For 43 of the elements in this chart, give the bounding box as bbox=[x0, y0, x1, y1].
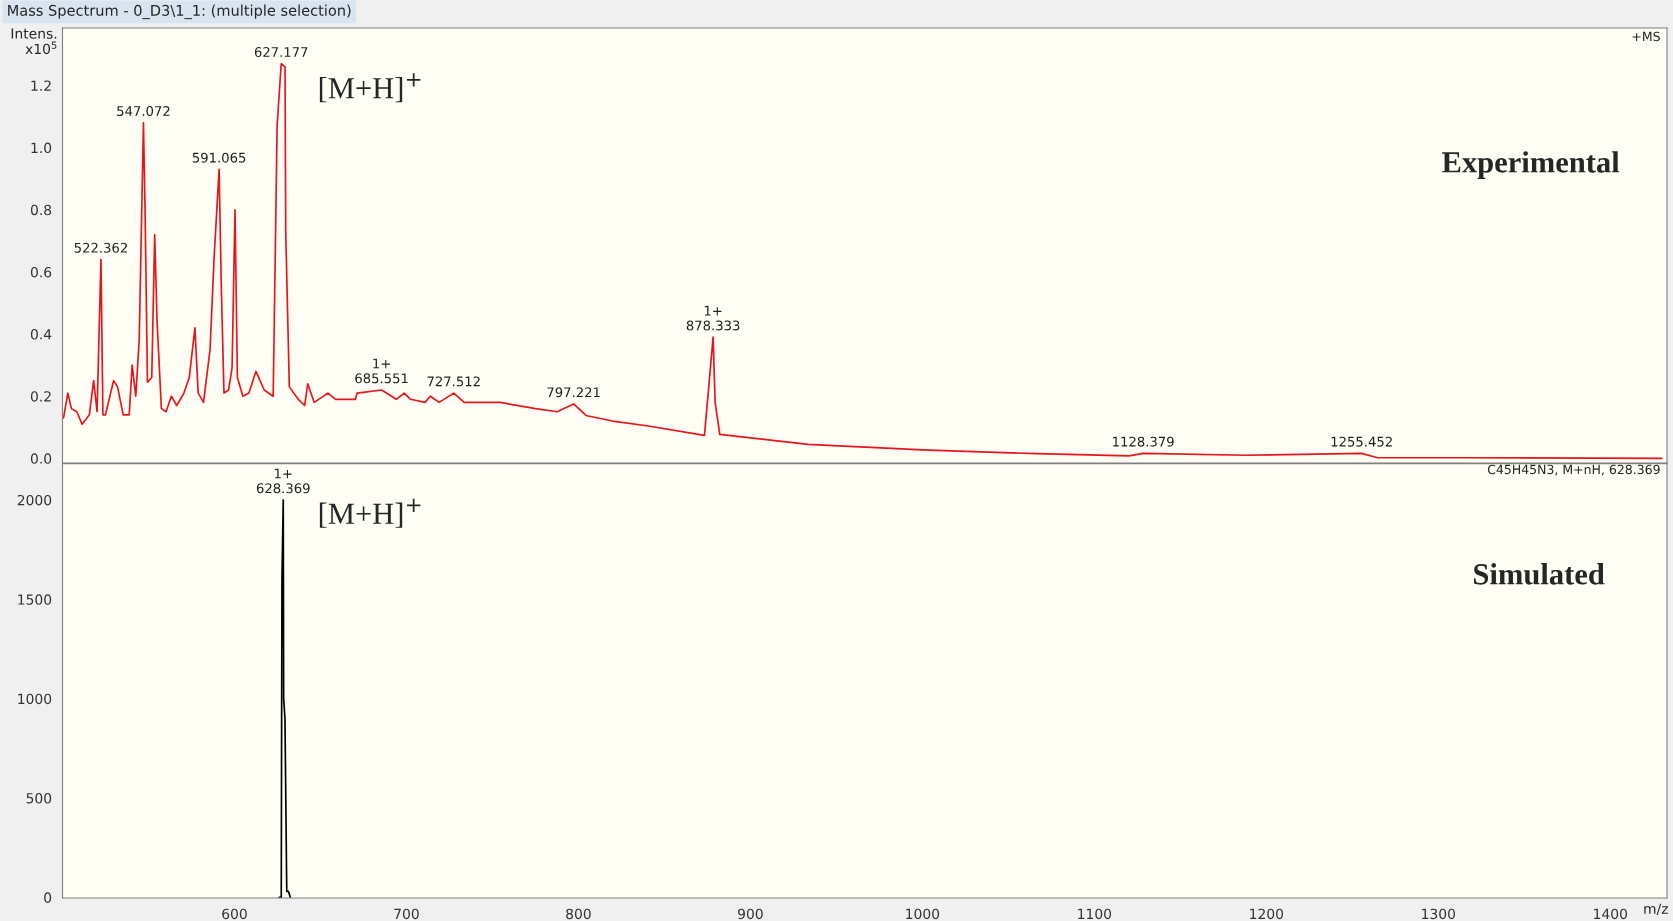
line-series bbox=[278, 499, 292, 898]
x-tick-label: 1000 bbox=[906, 908, 940, 920]
x-tick-label: 600 bbox=[222, 908, 247, 920]
y-tick-label: 1500 bbox=[18, 594, 52, 605]
annotation: 627.177 bbox=[254, 47, 308, 58]
y-tick-label: 0 bbox=[44, 892, 52, 903]
annotation: 1128.379 bbox=[1113, 436, 1174, 447]
annotation: 522.362 bbox=[74, 242, 127, 253]
y-axis-title: Intens. x10$^{5}$ bbox=[11, 28, 57, 55]
x-tick-label: 900 bbox=[738, 908, 763, 920]
x-tick-label: 1200 bbox=[1250, 908, 1284, 920]
x-tick-label: 800 bbox=[566, 908, 591, 920]
annotation: 1+ 685.551 bbox=[355, 358, 408, 384]
annotation: 1255.452 bbox=[1331, 436, 1392, 447]
x-axis-title: m/z bbox=[1644, 903, 1668, 916]
annotation: C45H45N3, M+nH, 628.369 bbox=[1487, 464, 1660, 476]
y-tick-label: 500 bbox=[26, 793, 52, 804]
x-tick-label: 1100 bbox=[1078, 908, 1112, 920]
annotation: Experimental bbox=[1442, 151, 1620, 179]
annotation: 1+ 878.333 bbox=[686, 305, 740, 331]
x-tick-label: 1400 bbox=[1594, 908, 1627, 920]
y-tick-label: 0.2 bbox=[30, 391, 51, 402]
y-tick-label: 0.0 bbox=[30, 453, 52, 464]
annotation: 547.072 bbox=[117, 106, 170, 117]
annotation: 727.512 bbox=[427, 376, 480, 387]
x-tick-label: 1300 bbox=[1422, 908, 1456, 920]
annotation: 1+ 628.369 bbox=[256, 468, 310, 494]
y-tick-label: 1.2 bbox=[31, 80, 51, 91]
y-tick-label: 1000 bbox=[18, 693, 52, 705]
y-tick-label: 0.6 bbox=[30, 266, 52, 278]
annotation: Simulated bbox=[1474, 563, 1605, 585]
x-tick-label: 700 bbox=[394, 908, 419, 920]
annotation: [M+H]$^{+}$ bbox=[319, 498, 421, 528]
y-tick-label: 2000 bbox=[17, 494, 52, 506]
chart-title: Mass Spectrum - 0_D3\1_1: (multiple selection) bbox=[8, 4, 351, 20]
annotation: 591.065 bbox=[192, 152, 246, 163]
line-series bbox=[62, 62, 1663, 460]
y-tick-label: 0.4 bbox=[30, 329, 52, 340]
annotation: 797.221 bbox=[547, 387, 600, 398]
y-tick-label: 0.8 bbox=[30, 204, 52, 216]
annotation: [M+H]$^{+}$ bbox=[319, 73, 421, 103]
y-tick-label: 1.0 bbox=[31, 142, 52, 154]
annotation: +MS bbox=[1632, 31, 1660, 42]
